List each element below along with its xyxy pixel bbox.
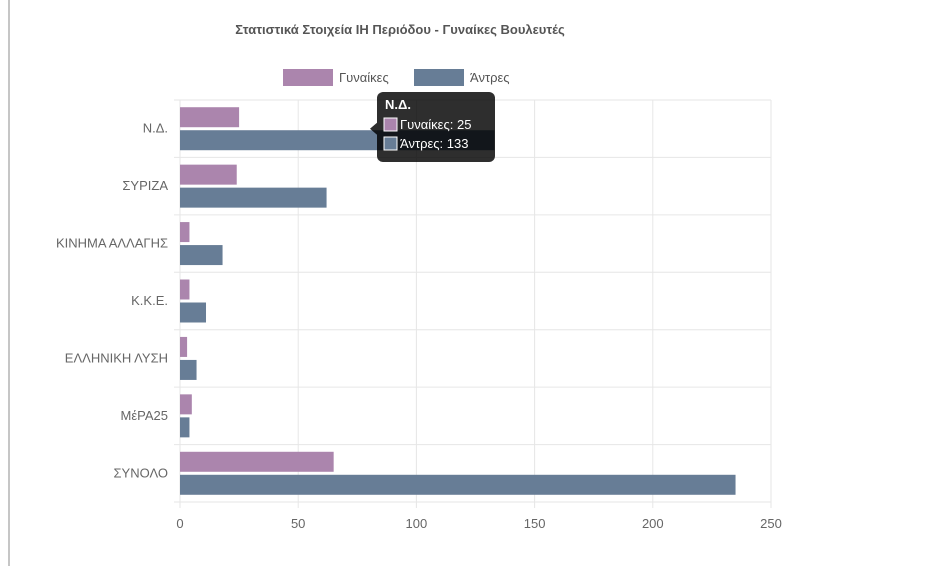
tooltip-line: Άντρες: 133 <box>400 136 468 151</box>
bar-men[interactable] <box>180 359 197 380</box>
x-tick-label: 100 <box>406 516 428 531</box>
x-tick-label: 250 <box>760 516 782 531</box>
left-border-rule <box>8 0 10 566</box>
bar-men[interactable] <box>180 417 190 438</box>
bar-men[interactable] <box>180 474 736 495</box>
bar-men[interactable] <box>180 187 327 208</box>
category-label: ΣΥΝΟΛΟ <box>114 465 169 480</box>
bar-men[interactable] <box>180 302 207 323</box>
legend-swatch[interactable] <box>283 69 333 86</box>
x-tick-label: 0 <box>176 516 183 531</box>
bar-women[interactable] <box>180 394 192 415</box>
chart-title: Στατιστικά Στοιχεία ΙΗ Περιόδου - Γυναίκ… <box>235 22 565 37</box>
legend-label[interactable]: Άντρες <box>470 70 510 85</box>
tooltip-caret <box>370 122 377 135</box>
legend-label[interactable]: Γυναίκες <box>339 70 389 85</box>
tooltip-line: Γυναίκες: 25 <box>400 117 471 132</box>
tooltip-title: Ν.Δ. <box>385 97 411 112</box>
bar-women[interactable] <box>180 107 240 128</box>
category-label: Κ.Κ.Ε. <box>131 293 168 308</box>
category-label: ΕΛΛΗΝΙΚΗ ΛΥΣΗ <box>65 350 168 365</box>
tooltip-swatch <box>383 136 398 151</box>
legend-swatch[interactable] <box>414 69 464 86</box>
bar-women[interactable] <box>180 164 237 185</box>
category-label: Ν.Δ. <box>143 121 168 136</box>
bar-women[interactable] <box>180 222 190 243</box>
tooltip-box <box>377 92 495 162</box>
bar-women[interactable] <box>180 336 188 357</box>
x-tick-label: 200 <box>642 516 664 531</box>
x-tick-label: 50 <box>291 516 305 531</box>
tooltip-swatch <box>383 117 398 132</box>
bar-men[interactable] <box>180 245 223 266</box>
x-tick-label: 150 <box>524 516 546 531</box>
category-label: ΚΙΝΗΜΑ ΑΛΛΑΓΗΣ <box>56 236 168 251</box>
bar-women[interactable] <box>180 279 190 300</box>
category-label: ΜέΡΑ25 <box>121 408 168 423</box>
category-label: ΣΥΡΙΖΑ <box>122 178 168 193</box>
bar-women[interactable] <box>180 451 334 472</box>
